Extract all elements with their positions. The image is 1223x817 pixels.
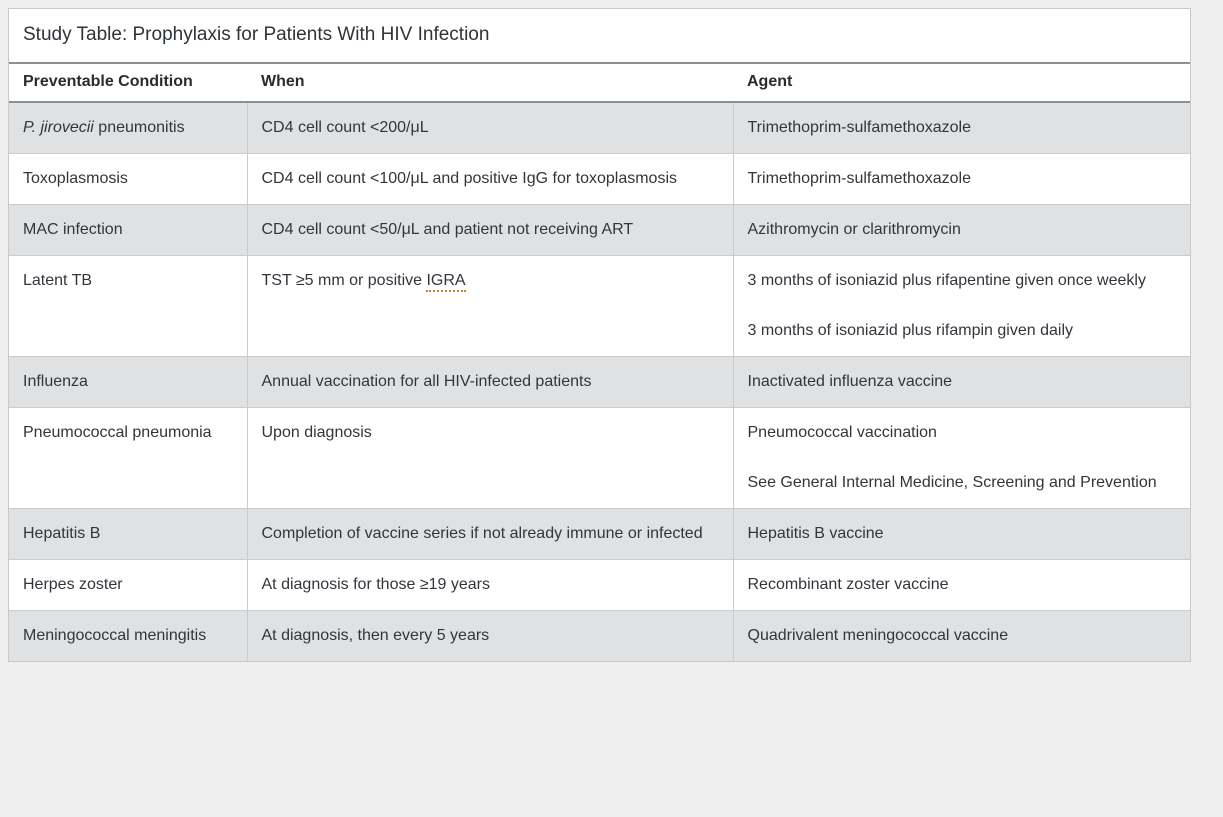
table-row: Meningococcal meningitis At diagnosis, th… — [9, 610, 1190, 661]
when-text: CD4 cell count <100/μL and positive IgG … — [261, 170, 678, 187]
agent-cell: Inactivated influenza vaccine — [732, 356, 1190, 408]
agent-cell: 3 months of isoniazid plus rifapentine g… — [732, 255, 1190, 357]
agent-text: See General Internal Medicine, Screening… — [747, 474, 1157, 491]
when-cell: CD4 cell count <200/μL — [246, 102, 733, 154]
when-cell: Completion of vaccine series if not alre… — [246, 508, 733, 560]
condition-cell: P. jirovecii pneumonitis — [9, 102, 247, 154]
when-text: At diagnosis for those ≥19 years — [261, 576, 490, 593]
agent-text: Quadrivalent meningococcal vaccine — [747, 627, 1009, 644]
when-text: TST ≥5 mm or positive IGRA — [262, 268, 719, 294]
study-table-card: Study Table: Prophylaxis for Patients Wi… — [8, 8, 1191, 662]
agent-text: 3 months of isoniazid plus rifapentine g… — [747, 272, 1146, 289]
condition-cell: Herpes zoster — [9, 559, 247, 611]
agent-cell: Trimethoprim-sulfamethoxazole — [732, 102, 1190, 154]
header-row: Preventable Condition When Agent — [9, 64, 1190, 103]
table-row: Herpes zoster At diagnosis for those ≥19 … — [9, 559, 1190, 611]
when-text: Annual vaccination for all HIV-infected … — [261, 373, 592, 390]
condition-cell: Pneumococcal pneumonia — [9, 407, 247, 509]
condition-cell: Meningococcal meningitis — [9, 610, 247, 661]
condition-cell: Toxoplasmosis — [9, 153, 247, 205]
when-cell: CD4 cell count <100/μL and positive IgG … — [246, 153, 733, 205]
header-preventable-condition: Preventable Condition — [9, 64, 247, 103]
header-agent: Agent — [733, 64, 1190, 103]
when-text: CD4 cell count <200/μL — [261, 119, 429, 136]
table-row: Hepatitis B Completion of vaccine series … — [9, 508, 1190, 560]
when-text: CD4 cell count <50/μL and patient not re… — [261, 221, 634, 238]
table-row: P. jirovecii pneumonitis CD4 cell count <… — [9, 102, 1190, 154]
when-cell: Upon diagnosis — [246, 407, 733, 509]
header-when: When — [247, 64, 733, 103]
agent-text: Hepatitis B vaccine — [747, 525, 884, 542]
agent-cell: Recombinant zoster vaccine — [732, 559, 1190, 611]
agent-text: Pneumococcal vaccination — [747, 424, 937, 441]
when-cell: CD4 cell count <50/μL and patient not re… — [246, 204, 733, 256]
agent-cell: Azithromycin or clarithromycin — [732, 204, 1190, 256]
condition-cell: MAC infection — [9, 204, 247, 256]
condition-cell: Latent TB — [9, 255, 247, 357]
condition-cell: Influenza — [9, 356, 247, 408]
prophylaxis-table: Preventable Condition When Agent P. jiro… — [9, 64, 1190, 661]
table-row: Pneumococcal pneumonia Upon diagnosis Pneu… — [9, 407, 1190, 509]
agent-text: Inactivated influenza vaccine — [747, 373, 953, 390]
condition-species-name: P. jirovecii — [23, 119, 94, 136]
agent-text: Recombinant zoster vaccine — [747, 576, 949, 593]
when-text: Completion of vaccine series if not alre… — [261, 525, 703, 542]
agent-text: 3 months of isoniazid plus rifampin give… — [747, 322, 1074, 339]
agent-cell: Pneumococcal vaccination See General Inte… — [732, 407, 1190, 509]
table-row: Influenza Annual vaccination for all HIV-… — [9, 356, 1190, 408]
agent-cell: Hepatitis B vaccine — [732, 508, 1190, 560]
when-text: Upon diagnosis — [261, 424, 372, 441]
when-cell: At diagnosis, then every 5 years — [246, 610, 733, 661]
spellchecked-word: IGRA — [426, 272, 466, 292]
when-cell: TST ≥5 mm or positive IGRA — [246, 255, 733, 357]
table-row: Toxoplasmosis CD4 cell count <100/μL and … — [9, 153, 1190, 205]
agent-cell: Quadrivalent meningococcal vaccine — [732, 610, 1190, 661]
condition-cell: Hepatitis B — [9, 508, 247, 560]
when-cell: At diagnosis for those ≥19 years — [246, 559, 733, 611]
when-cell: Annual vaccination for all HIV-infected … — [246, 356, 733, 408]
agent-text: Trimethoprim-sulfamethoxazole — [747, 170, 971, 187]
table-body: P. jirovecii pneumonitis CD4 cell count <… — [9, 102, 1190, 661]
table-row: Latent TB TST ≥5 mm or positive IGRA 3 mon… — [9, 255, 1190, 357]
table-title: Study Table: Prophylaxis for Patients Wi… — [9, 9, 1190, 64]
when-text: At diagnosis, then every 5 years — [261, 627, 490, 644]
table-row: MAC infection CD4 cell count <50/μL and p… — [9, 204, 1190, 256]
agent-text: Azithromycin or clarithromycin — [747, 221, 961, 238]
table-header: Preventable Condition When Agent — [9, 64, 1190, 103]
agent-text: Trimethoprim-sulfamethoxazole — [747, 119, 971, 136]
agent-cell: Trimethoprim-sulfamethoxazole — [732, 153, 1190, 205]
